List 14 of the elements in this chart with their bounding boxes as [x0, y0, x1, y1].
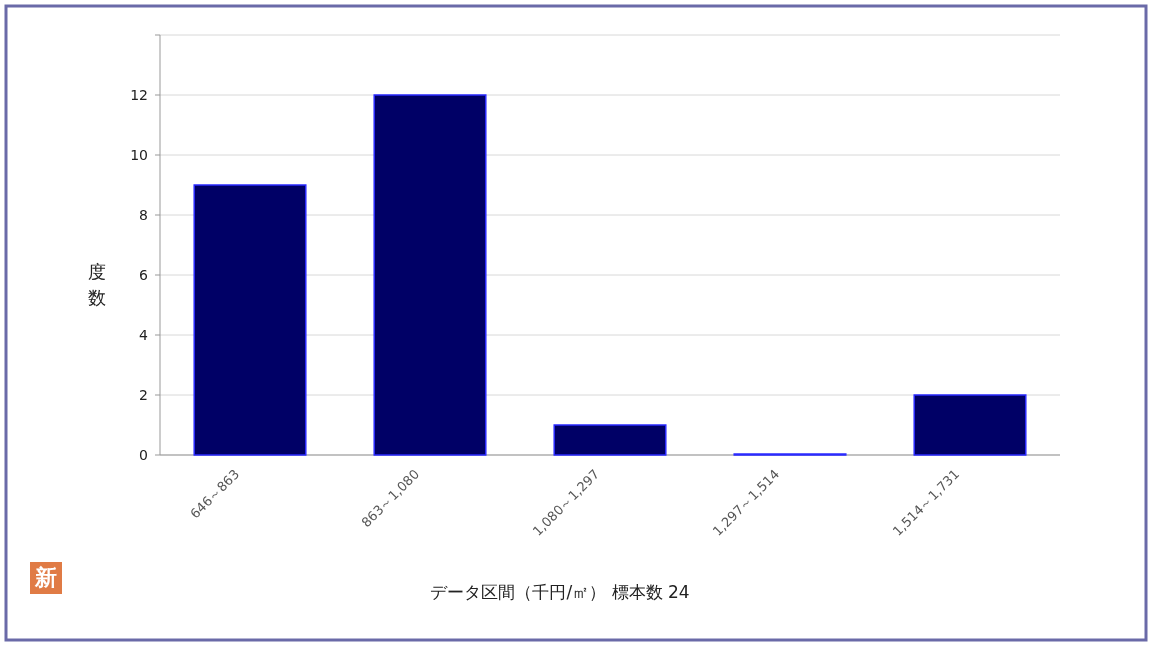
y-axis-title: 度数 — [88, 261, 106, 308]
x-axis-title: データ区間（千円/㎡） 標本数 24 — [430, 582, 690, 602]
y-tick-label: 10 — [130, 147, 148, 163]
y-tick-label: 0 — [139, 447, 148, 463]
bar — [373, 94, 487, 456]
bar — [193, 184, 307, 456]
y-tick-label: 6 — [139, 267, 149, 283]
bar — [553, 424, 667, 456]
y-tick-label: 8 — [139, 207, 148, 223]
bar — [913, 394, 1027, 456]
y-tick-label: 2 — [139, 387, 148, 403]
y-tick-label: 4 — [139, 327, 149, 343]
x-tick-label: 646～863 — [187, 466, 243, 522]
y-tick-label: 12 — [130, 87, 148, 103]
